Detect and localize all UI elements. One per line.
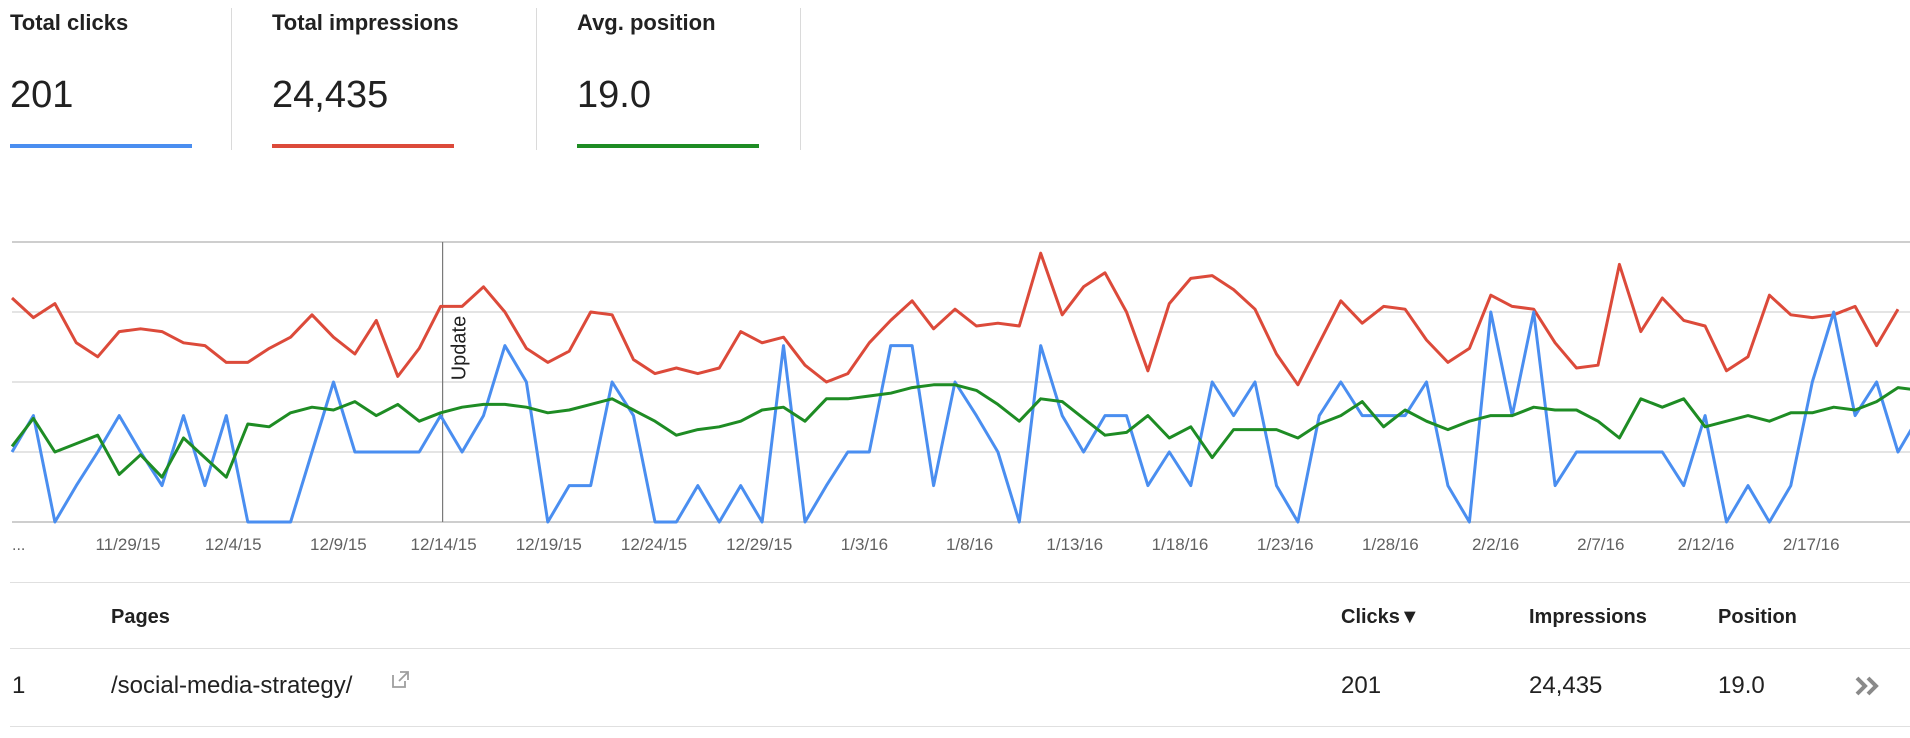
metric-value: 201 xyxy=(10,74,74,116)
metric-color-bar xyxy=(272,144,454,148)
x-tick-label: 12/19/15 xyxy=(516,535,582,554)
metric-label: Total clicks xyxy=(10,10,129,35)
row-impressions: 24,435 xyxy=(1529,672,1603,699)
row-page-link[interactable]: /social-media-strategy/ xyxy=(111,672,353,699)
column-header-impressions[interactable]: Impressions xyxy=(1529,606,1647,628)
metric-label: Avg. position xyxy=(577,10,716,35)
x-axis-start-label: ... xyxy=(12,537,25,554)
metric-value: 19.0 xyxy=(577,74,651,116)
row-rank: 1 xyxy=(12,672,26,699)
series-line-total-impressions[interactable] xyxy=(10,251,1900,387)
column-header-clicks[interactable]: Clicks▼ xyxy=(1341,606,1420,628)
metric-color-bar xyxy=(577,144,759,148)
x-tick-label: 11/29/15 xyxy=(96,535,161,554)
x-tick-label: 1/8/16 xyxy=(946,535,993,554)
double-chevron-right-icon[interactable] xyxy=(1853,674,1883,698)
metric-divider xyxy=(536,8,537,150)
row-position: 19.0 xyxy=(1718,672,1765,699)
table-bottom-divider xyxy=(10,726,1910,727)
annotation-label[interactable]: Update xyxy=(449,316,471,381)
metrics-summary: Total clicks 201 Total impressions 24,43… xyxy=(0,0,820,150)
x-tick-label: 1/18/16 xyxy=(1152,535,1209,554)
x-tick-label: 12/4/15 xyxy=(205,535,262,554)
x-tick-label: 12/29/15 xyxy=(726,535,792,554)
table-header-divider xyxy=(10,648,1910,649)
x-tick-label: 2/7/16 xyxy=(1577,535,1624,554)
x-tick-label: 1/28/16 xyxy=(1362,535,1419,554)
x-tick-label: 1/13/16 xyxy=(1046,535,1103,554)
x-tick-label: 2/12/16 xyxy=(1678,535,1735,554)
x-tick-label: 2/17/16 xyxy=(1783,535,1840,554)
external-link-icon[interactable] xyxy=(390,670,410,690)
x-tick-label: 2/2/16 xyxy=(1472,535,1519,554)
x-tick-label: 12/24/15 xyxy=(621,535,687,554)
metric-value: 24,435 xyxy=(272,74,389,116)
series-line-total-clicks[interactable] xyxy=(10,310,1910,524)
metric-divider xyxy=(231,8,232,150)
metric-label: Total impressions xyxy=(272,10,459,35)
x-tick-label: 1/23/16 xyxy=(1257,535,1314,554)
row-clicks: 201 xyxy=(1341,672,1382,699)
performance-line-chart[interactable]: Update... 11/29/15 12/4/15 12/9/15 12/14/15 1… xyxy=(0,238,1910,558)
x-tick-label: 1/3/16 xyxy=(841,535,888,554)
column-header-position[interactable]: Position xyxy=(1718,606,1797,628)
x-tick-label: 12/14/15 xyxy=(411,535,477,554)
metric-divider xyxy=(800,8,801,150)
table-top-divider xyxy=(10,582,1910,583)
series-line-avg-position[interactable] xyxy=(10,383,1910,479)
column-header-pages[interactable]: Pages xyxy=(111,606,170,628)
x-tick-label: 12/9/15 xyxy=(310,535,367,554)
metric-color-bar xyxy=(10,144,192,148)
